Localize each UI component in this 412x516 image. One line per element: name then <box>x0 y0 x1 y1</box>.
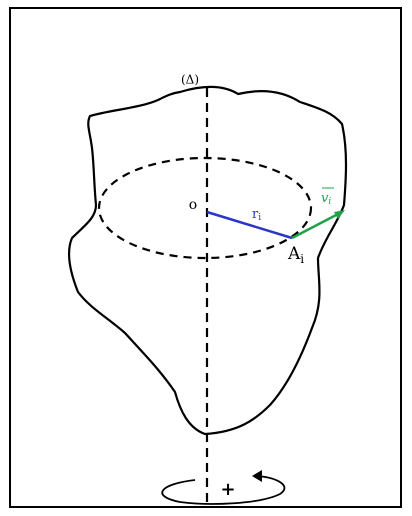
velocity-label: vi <box>321 191 331 207</box>
origin-label: o <box>189 197 197 213</box>
radius-line <box>206 210 293 240</box>
velocity-vector <box>291 211 341 240</box>
radius-label: ri <box>252 207 261 223</box>
frame <box>9 7 402 508</box>
rotation-arrowhead <box>252 470 262 482</box>
trajectory-circle <box>97 156 313 260</box>
rotation-sense-label: + <box>220 479 235 500</box>
velocity-arrowhead <box>334 210 345 219</box>
rotation-arrow <box>161 475 286 505</box>
body-outline <box>68 85 348 436</box>
axis-label: (Δ) <box>181 73 199 87</box>
point-label: Ai <box>287 244 304 266</box>
